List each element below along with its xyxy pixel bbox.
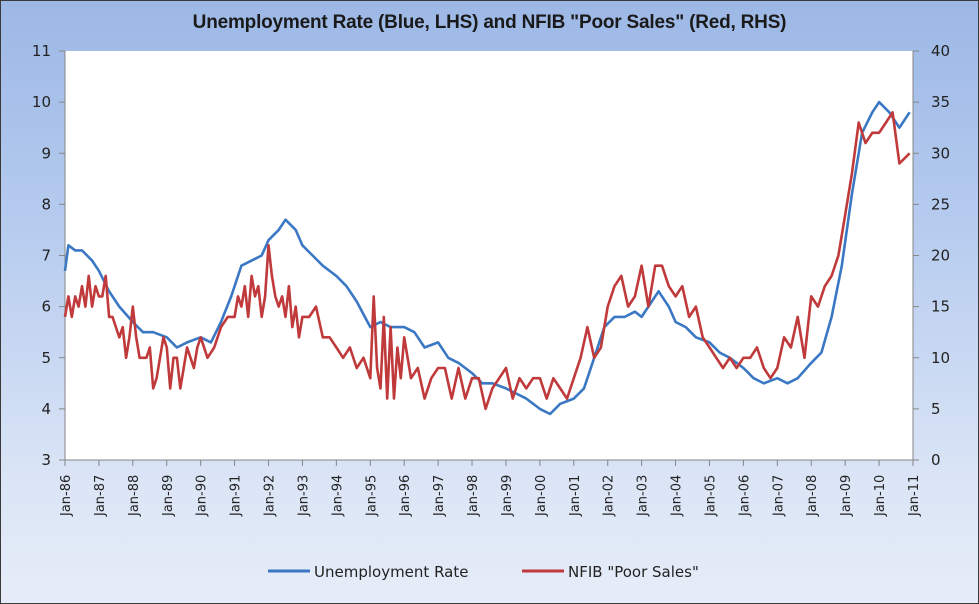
series-line-unemployment-rate — [63, 100, 911, 416]
x-tick-label: Jan-08 — [805, 475, 820, 517]
right-tick-label: 0 — [931, 451, 941, 469]
left-tick-label: 10 — [32, 93, 51, 111]
x-tick-label: Jan-90 — [195, 475, 210, 517]
x-tick-label: Jan-11 — [907, 475, 922, 517]
left-tick-label: 5 — [41, 349, 51, 367]
x-tick-label: Jan-87 — [93, 475, 108, 517]
left-tick-label: 7 — [41, 247, 51, 265]
legend: Unemployment Rate NFIB "Poor Sales" — [268, 563, 699, 581]
right-tick-label: 25 — [931, 195, 950, 213]
x-tick-label: Jan-92 — [263, 475, 278, 517]
left-tick-label: 3 — [41, 451, 51, 469]
right-tick-label: 15 — [931, 298, 950, 316]
right-tick-label: 35 — [931, 93, 950, 111]
x-tick-label: Jan-06 — [737, 475, 752, 517]
plot-area — [65, 51, 913, 460]
right-tick-label: 30 — [931, 144, 950, 162]
right-tick-label: 40 — [931, 42, 950, 60]
x-tick-label: Jan-95 — [364, 475, 379, 517]
x-tick-label: Jan-99 — [500, 475, 515, 517]
chart-title: Unemployment Rate (Blue, LHS) and NFIB "… — [192, 12, 787, 33]
left-tick-label: 6 — [41, 298, 51, 316]
x-tick-label: Jan-94 — [330, 475, 345, 517]
x-tick-label: Jan-09 — [839, 475, 854, 517]
series-line-nfib-poor-sales — [63, 111, 911, 411]
legend-label: Unemployment Rate — [314, 563, 468, 581]
left-tick-label: 9 — [41, 144, 51, 162]
x-tick-label: Jan-10 — [873, 475, 888, 517]
x-tick-label: Jan-05 — [703, 475, 718, 517]
legend-label: NFIB "Poor Sales" — [568, 563, 699, 581]
x-tick-label: Jan-00 — [534, 475, 549, 517]
left-tick-label: 8 — [41, 195, 51, 213]
x-tick-label: Jan-89 — [161, 475, 176, 517]
x-tick-label: Jan-86 — [59, 475, 74, 517]
x-tick-label: Jan-07 — [771, 475, 786, 517]
x-tick-label: Jan-88 — [127, 475, 142, 517]
x-tick-label: Jan-93 — [296, 475, 311, 517]
left-tick-label: 4 — [41, 400, 51, 418]
x-tick-label: Jan-04 — [670, 475, 685, 517]
x-tick-label: Jan-03 — [636, 475, 651, 517]
left-tick-label: 11 — [32, 42, 51, 60]
x-tick-label: Jan-97 — [432, 475, 447, 517]
x-tick-label: Jan-91 — [229, 475, 244, 517]
x-tick-label: Jan-02 — [602, 475, 617, 517]
x-tick-label: Jan-98 — [466, 475, 481, 517]
x-tick-label: Jan-01 — [568, 475, 583, 517]
right-tick-label: 5 — [931, 400, 941, 418]
right-tick-label: 20 — [931, 247, 950, 265]
x-tick-label: Jan-96 — [398, 475, 413, 517]
right-tick-label: 10 — [931, 349, 950, 367]
